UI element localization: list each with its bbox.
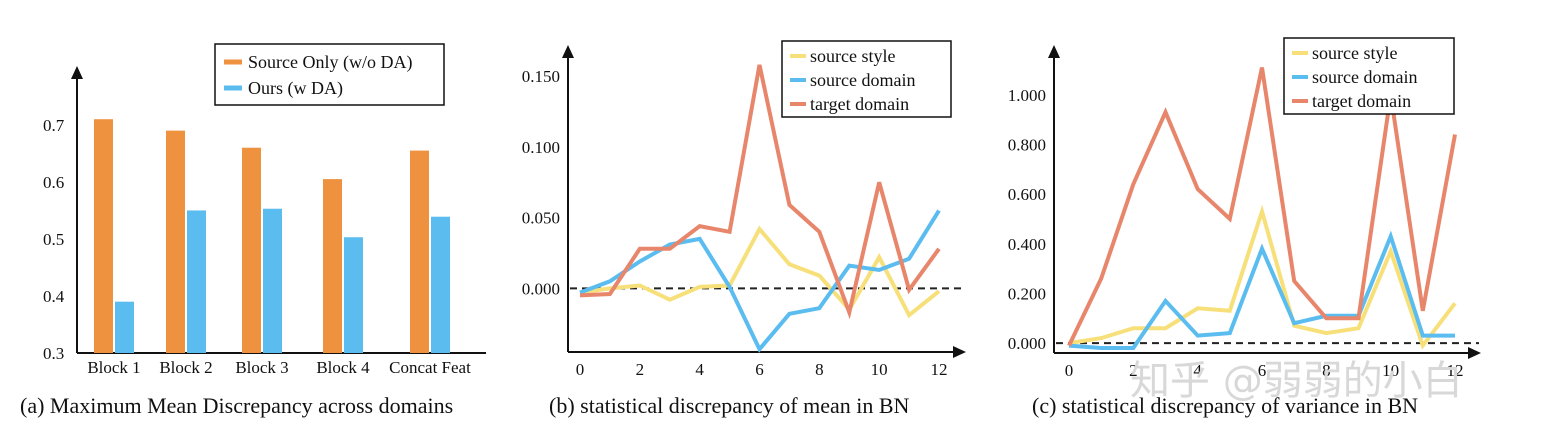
legend-box <box>214 43 445 106</box>
y-tick-label: 0.200 <box>1008 284 1046 303</box>
y-tick-label: 0.600 <box>1008 185 1046 204</box>
bar-ours <box>115 301 134 353</box>
x-tick-label: 12 <box>931 360 948 379</box>
panel-c-variance-discrepancy-line-chart: 0.000 0.200 0.400 0.600 0.800 1.000 0 2 4 6 8 10 12 s… <box>1008 37 1481 418</box>
x-tick-label: 8 <box>1322 361 1331 380</box>
x-axis-arrow <box>1468 347 1481 359</box>
x-tick-label: Block 4 <box>316 358 370 377</box>
y-tick-label: 0.4 <box>43 287 65 306</box>
x-tick-label: 10 <box>871 360 888 379</box>
bar-ours <box>187 210 206 353</box>
series-line-source-domain <box>1068 230 1455 350</box>
y-tick-label: 0.7 <box>43 116 65 135</box>
x-axis-arrow <box>953 346 966 358</box>
legend-label: source domain <box>810 70 915 90</box>
panel-caption: (c) statistical discrepancy of variance … <box>1032 393 1418 418</box>
legend-label: source style <box>1312 43 1397 63</box>
legend: source style source domain target domain <box>781 40 952 118</box>
bar-source-only <box>94 119 113 353</box>
series-line-source-style <box>1068 204 1457 350</box>
legend-label: Source Only (w/o DA) <box>248 52 412 73</box>
x-tick-label: 2 <box>636 360 645 379</box>
y-axis-arrow <box>562 45 574 58</box>
bar-source-only <box>242 147 261 353</box>
legend: source style source domain target domain <box>1283 37 1455 115</box>
panel-a-mmd-bar-chart: 0.3 0.4 0.5 0.6 0.7 Block 1 Block 2 Block 3 Bloc… <box>20 43 486 418</box>
legend-label: source domain <box>1312 67 1417 87</box>
bar-source-only <box>166 130 185 353</box>
y-tick-label: 1.000 <box>1008 86 1046 105</box>
legend-box <box>781 40 952 118</box>
legend-label: target domain <box>810 94 909 114</box>
y-tick-label: 0.6 <box>43 173 64 192</box>
x-tick-label: Block 1 <box>87 358 140 377</box>
x-tick-label: 10 <box>1382 361 1399 380</box>
legend-box <box>1283 37 1455 115</box>
legend-label: target domain <box>1312 91 1411 111</box>
x-tick-label: Block 3 <box>235 358 288 377</box>
x-tick-label: 4 <box>695 360 704 379</box>
x-tick-label: 6 <box>1258 361 1267 380</box>
x-tick-label: Concat Feat <box>389 358 471 377</box>
panel-caption: (a) Maximum Mean Discrepancy across doma… <box>20 393 453 418</box>
x-tick-label: 6 <box>755 360 764 379</box>
series-line-source-style <box>579 225 941 319</box>
bar-ours <box>344 237 363 353</box>
x-tick-label: 0 <box>576 360 585 379</box>
legend-label: Ours (w DA) <box>248 78 343 99</box>
panel-caption: (b) statistical discrepancy of mean in B… <box>549 393 910 418</box>
bar-ours <box>431 216 450 353</box>
x-tick-label: 8 <box>815 360 824 379</box>
series-line-source-domain <box>579 209 941 353</box>
y-tick-label: 0.050 <box>522 209 560 228</box>
series-line-target-domain <box>579 64 941 320</box>
watermark-text: 知乎 @弱弱的小白 <box>1130 358 1463 404</box>
y-tick-label: 0.5 <box>43 230 64 249</box>
y-tick-label: 0.000 <box>1008 334 1046 353</box>
x-tick-label: Block 2 <box>159 358 212 377</box>
x-tick-label: 4 <box>1193 361 1202 380</box>
y-axis-arrow <box>71 66 83 79</box>
y-axis-arrow <box>1048 45 1060 58</box>
y-tick-label: 0.100 <box>522 138 560 157</box>
x-tick-label: 2 <box>1129 361 1138 380</box>
y-tick-label: 0.000 <box>522 279 560 298</box>
panel-b-mean-discrepancy-line-chart: 0.000 0.050 0.100 0.150 0 2 4 6 8 10 12 source styl… <box>522 40 966 418</box>
legend-label: source style <box>810 46 895 66</box>
y-tick-label: 0.400 <box>1008 235 1046 254</box>
bar-source-only <box>410 150 429 353</box>
bar-ours <box>263 208 282 353</box>
y-tick-label: 0.150 <box>522 67 560 86</box>
y-tick-label: 0.800 <box>1008 135 1046 154</box>
x-tick-label: 0 <box>1065 361 1074 380</box>
y-tick-label: 0.3 <box>43 344 64 363</box>
legend: Source Only (w/o DA) Ours (w DA) <box>214 43 445 106</box>
bar-source-only <box>323 179 342 353</box>
x-tick-label: 12 <box>1447 361 1464 380</box>
